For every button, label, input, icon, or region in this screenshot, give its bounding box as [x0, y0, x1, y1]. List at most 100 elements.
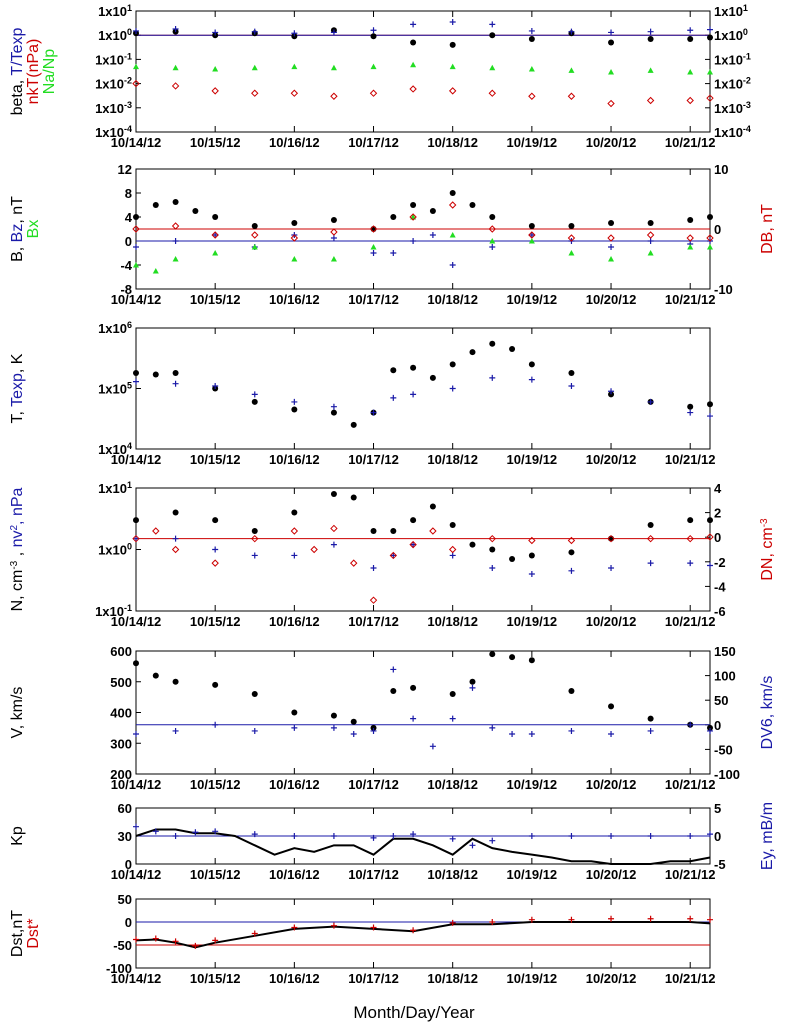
data-point: [608, 565, 615, 572]
data-point: [211, 231, 219, 239]
series-blue: [133, 535, 713, 577]
x-tick-label: 10/20/12: [586, 867, 637, 882]
data-point: [132, 225, 140, 233]
data-point: [212, 250, 219, 256]
y2-tick-label: 0: [714, 530, 721, 545]
y-tick-label: -50: [113, 938, 132, 953]
data-point: [310, 545, 318, 554]
data-point: [707, 517, 713, 524]
y-tick-label: 1x101: [98, 480, 132, 496]
y-axis-label: V, km/s: [9, 687, 26, 739]
data-point: [489, 724, 496, 731]
data-point: [528, 916, 535, 923]
series-black: [133, 27, 713, 48]
series-black: [133, 340, 713, 428]
y-tick-label: 0: [125, 234, 132, 249]
x-tick-label: 10/16/12: [269, 614, 320, 629]
data-point: [171, 222, 180, 230]
data-point: [152, 371, 159, 378]
data-point: [410, 61, 417, 68]
data-point: [251, 244, 258, 250]
data-point: [291, 552, 298, 559]
data-point: [330, 64, 337, 71]
data-point: [152, 527, 160, 535]
data-point: [133, 936, 139, 943]
data-point: [448, 545, 457, 554]
data-point: [171, 82, 180, 90]
y-tick-label: 12: [118, 162, 132, 177]
data-point: [251, 64, 258, 71]
data-point: [370, 27, 377, 34]
series-line: [135, 828, 711, 865]
data-point: [707, 69, 713, 75]
data-point: [528, 232, 535, 238]
data-point: [647, 398, 654, 405]
data-point: [647, 727, 654, 734]
y-tick-label: 4: [125, 210, 133, 225]
x-tick-label: 10/19/12: [507, 777, 558, 792]
panel-frame: [135, 327, 711, 450]
data-point: [528, 570, 535, 577]
data-point: [133, 823, 139, 830]
x-tick-label: 10/17/12: [348, 867, 399, 882]
y2-tick-label: -4: [714, 579, 726, 594]
x-axis-title: Month/Day/Year: [353, 1003, 475, 1022]
y-axis-label: Na/Np: [41, 49, 58, 94]
data-point: [608, 220, 615, 226]
data-point: [251, 28, 258, 35]
y-tick-label: 1x10-4: [95, 124, 132, 140]
x-tick-label: 10/18/12: [427, 867, 478, 882]
x-tick-label: 10/14/12: [111, 292, 162, 307]
x-tick-label: 10/17/12: [348, 135, 399, 150]
data-point: [687, 409, 694, 416]
data-point: [133, 214, 139, 220]
data-point: [429, 527, 437, 535]
y-tick-label: 1x105: [98, 381, 132, 397]
data-point: [410, 238, 417, 244]
x-tick-label: 10/17/12: [348, 292, 399, 307]
data-point: [389, 551, 398, 560]
data-point: [291, 924, 298, 931]
y-tick-label: 300: [110, 736, 132, 751]
data-point: [291, 30, 298, 37]
data-point: [568, 370, 575, 377]
data-point: [133, 262, 139, 268]
y-tick-label: 1x10-3: [95, 100, 132, 116]
x-tick-label: 10/15/12: [190, 614, 241, 629]
data-point: [488, 89, 496, 97]
series-red: [133, 915, 713, 949]
data-point: [489, 374, 496, 381]
y-axis-label: beta, T/Texp: [9, 28, 26, 116]
data-point: [133, 660, 139, 667]
data-point: [370, 409, 377, 416]
y2-tick-label: 4: [714, 481, 722, 496]
y2-tick-label: -10: [714, 282, 733, 297]
data-point: [488, 225, 496, 233]
data-point: [608, 391, 615, 398]
x-tick-label: 10/15/12: [190, 292, 241, 307]
y-tick-label: 0: [125, 857, 132, 872]
data-point: [469, 842, 476, 849]
data-point: [291, 220, 298, 226]
data-point: [509, 654, 516, 661]
data-point: [528, 66, 535, 72]
data-point: [568, 567, 575, 574]
x-tick-label: 10/15/12: [190, 867, 241, 882]
data-point: [528, 223, 535, 229]
y-tick-label: 600: [110, 644, 132, 659]
data-point: [528, 552, 535, 559]
data-point: [369, 225, 378, 233]
data-point: [212, 546, 219, 553]
data-point: [390, 527, 397, 534]
x-tick-label: 10/19/12: [507, 452, 558, 467]
data-point: [647, 220, 654, 226]
data-point: [647, 833, 654, 839]
y2-tick-label: -50: [714, 742, 733, 757]
data-point: [489, 244, 496, 250]
y-tick-label: 60: [118, 801, 132, 816]
data-point: [410, 517, 417, 524]
y2-tick-label: 0: [714, 222, 721, 237]
data-point: [330, 256, 337, 262]
data-point: [370, 250, 377, 256]
x-tick-label: 10/21/12: [665, 971, 716, 986]
